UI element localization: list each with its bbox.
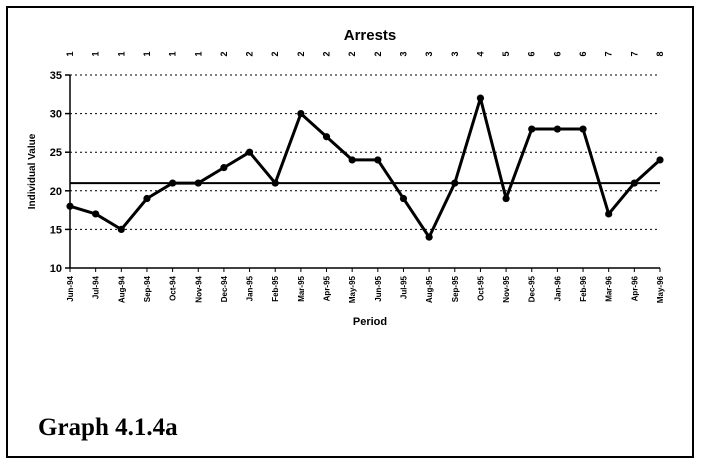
series-line [69,96,662,239]
x-tick-label: Dec-95 [528,275,537,302]
top-label: 8 [655,51,665,56]
x-tick-label: Oct-95 [476,275,485,300]
data-point [322,133,331,141]
x-tick-label: May-96 [656,275,665,303]
data-point [502,194,510,203]
data-point [194,179,202,187]
x-tick-label: Dec-94 [220,275,229,302]
x-tick-label: Nov-94 [194,275,203,302]
top-label: 7 [604,51,614,56]
y-axis-label: Individual Value [27,133,38,209]
y-tick-label: 15 [50,224,62,236]
x-axis-label: Period [353,316,387,328]
y-tick-label: 10 [50,263,62,275]
x-tick-label: Sep-95 [451,275,460,302]
top-label: 2 [322,51,332,56]
x-tick-label: Apr-95 [323,275,332,301]
y-tick-label: 25 [50,147,62,159]
top-label: 1 [116,51,126,56]
data-point [297,110,305,118]
data-point [117,225,125,233]
axes [65,74,661,272]
data-point [220,164,228,172]
data-point [656,156,664,164]
top-label: 2 [347,51,357,56]
top-labels: 1 1 1 1 1 1 2 2 2 2 2 2 2 3 3 3 4 5 6 6 6 7 7 8 [65,51,665,56]
data-point [476,94,485,102]
x-tick-label: Oct-94 [169,275,178,300]
top-label: 1 [91,51,101,56]
x-tick-label: May-95 [348,275,357,303]
data-point [425,233,433,241]
x-tick-label: Jan-96 [553,275,562,301]
x-tick-labels: Jun-94 Jul-94 Aug-94 Sep-94 Oct-94 Nov-94 Dec-… [66,275,665,303]
top-label: 6 [527,51,537,56]
data-point [399,194,408,203]
x-tick-label: Sep-94 [143,275,152,302]
x-tick-label: Jan-95 [246,275,255,301]
data-point [169,179,177,187]
y-tick-label: 35 [50,70,62,82]
top-label: 3 [398,51,408,56]
top-label: 7 [629,51,639,56]
top-label: 4 [475,51,485,56]
data-point [66,202,74,210]
y-tick-label: 30 [50,109,62,121]
top-label: 3 [424,51,434,56]
data-point [374,156,382,164]
data-point [271,179,279,187]
top-label: 3 [450,51,460,56]
data-point [143,194,151,203]
x-tick-label: Mar-96 [605,275,614,301]
top-label: 1 [193,51,203,56]
top-label: 6 [578,51,588,56]
top-label: 1 [168,51,178,56]
x-tick-label: Aug-94 [117,275,126,303]
data-point [528,125,536,133]
x-tick-label: Aug-95 [425,275,434,303]
chart-title: Arrests [344,27,397,44]
data-point [348,156,356,164]
top-label: 2 [373,51,383,56]
x-tick-label: Mar-95 [297,275,306,301]
top-label: 2 [270,51,280,56]
graph-caption: Graph 4.1.4a [38,414,178,441]
x-tick-label: Nov-95 [502,275,511,302]
y-tick-label: 20 [50,186,62,198]
data-point [92,210,100,218]
top-label: 2 [219,51,229,56]
x-tick-label: Feb-96 [579,275,588,301]
x-tick-label: Jul-94 [92,275,101,299]
data-point [245,148,254,156]
data-point [451,179,459,187]
data-point [553,125,561,133]
grid-lines [70,74,660,230]
x-tick-label: Jul-95 [399,275,408,299]
top-label: 2 [296,51,306,56]
data-point [630,179,638,187]
data-point [605,210,613,218]
top-label: 5 [501,51,511,56]
top-label: 1 [142,51,152,56]
x-tick-label: Jun-95 [374,275,383,301]
top-label: 2 [245,51,255,56]
data-point [579,125,587,133]
top-label: 1 [65,51,75,56]
series-group [66,94,664,241]
figure-frame: Arrests 10 15 20 25 30 35 Jun-94 Jul-94 Aug-94 S… [6,6,694,458]
x-tick-label: Apr-96 [630,275,639,301]
x-tick-label: Jun-94 [66,275,75,301]
x-tick-label: Feb-95 [271,275,280,301]
y-tick-labels: 10 15 20 25 30 35 [50,70,62,275]
top-label: 6 [552,51,562,56]
